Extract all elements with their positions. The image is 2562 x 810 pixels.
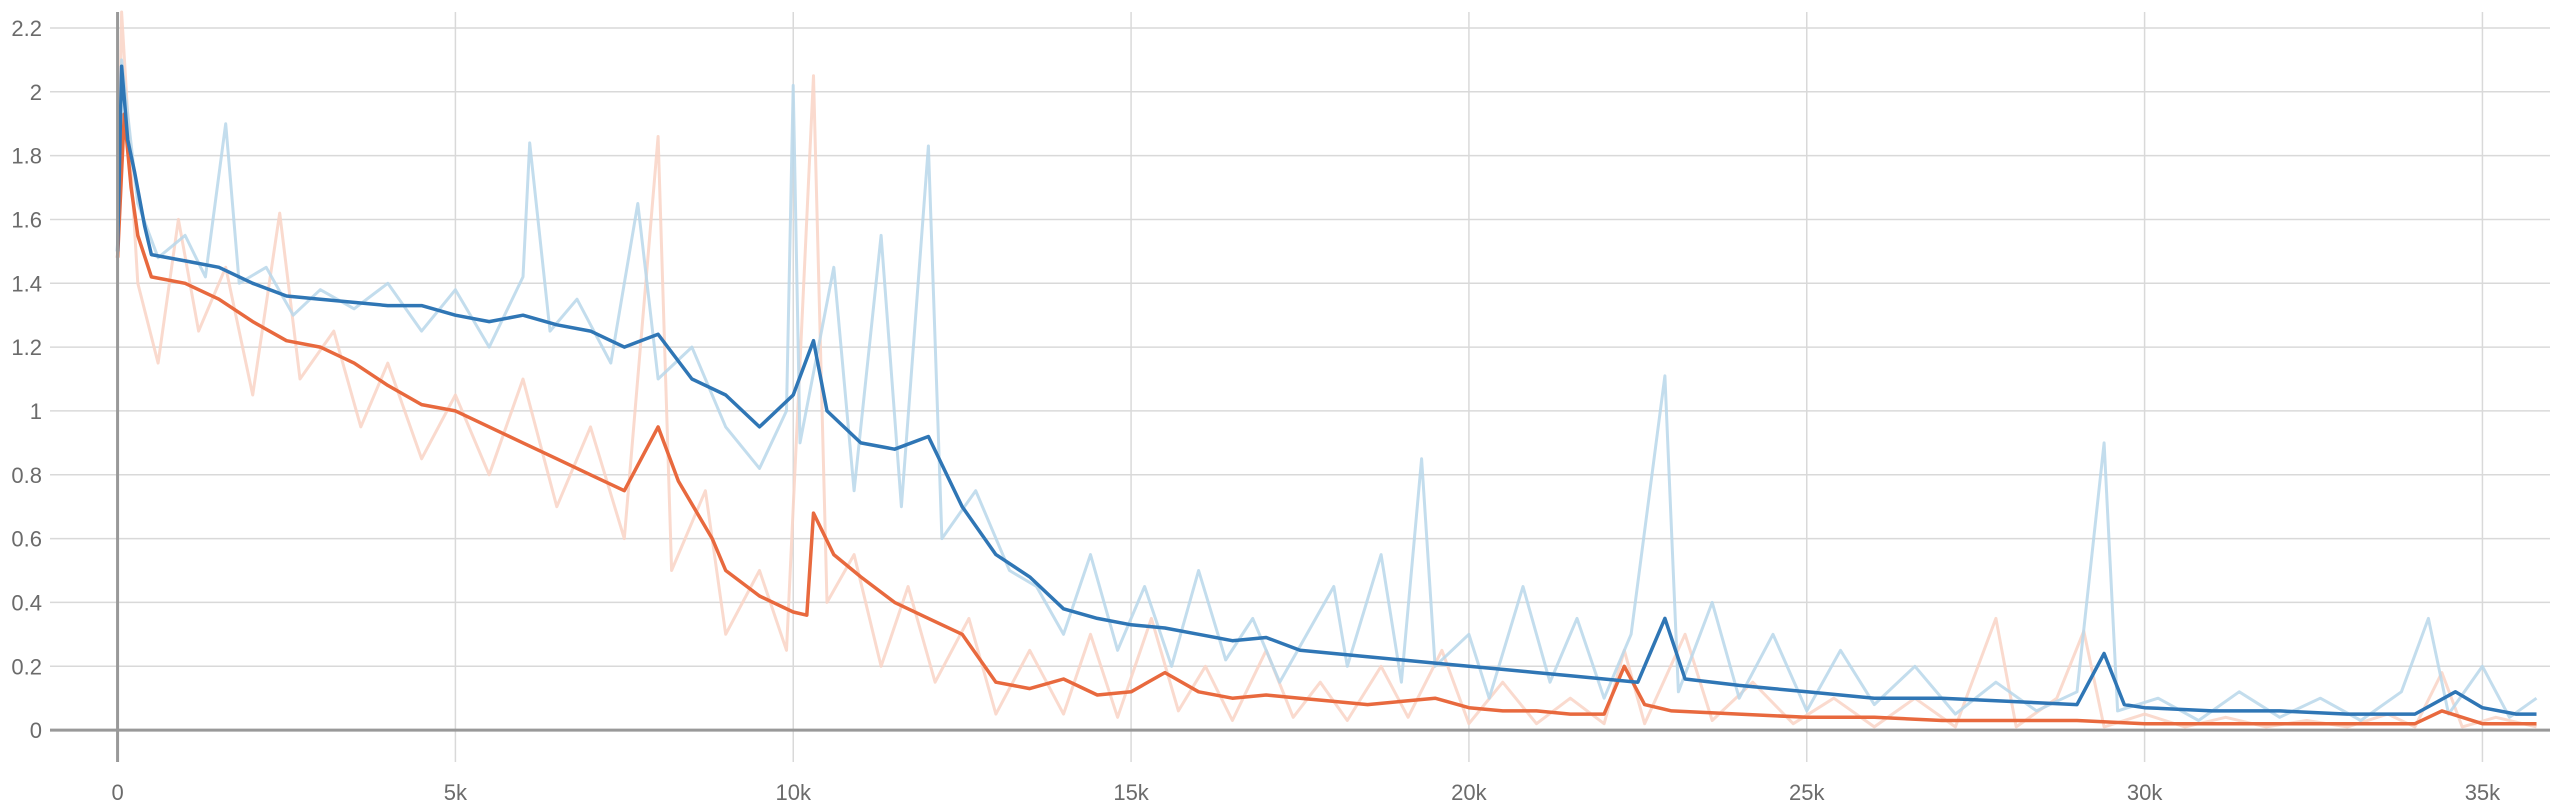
x-tick-label: 0 [111,780,123,805]
y-tick-label: 1.8 [11,144,42,169]
x-tick-label: 10k [776,780,812,805]
y-tick-label: 0.6 [11,527,42,552]
y-tick-label: 1.4 [11,271,42,296]
y-tick-label: 0 [30,718,42,743]
x-tick-label: 30k [2127,780,2163,805]
blue-smoothed-series-line [115,64,2537,716]
blue-raw-series-line [116,58,2538,722]
y-tick-label: 0.2 [11,654,42,679]
y-tick-label: 0.8 [11,463,42,488]
x-tick-label: 25k [1789,780,1825,805]
y-tick-label: 1.2 [11,335,42,360]
orange-smoothed-series-line [115,112,2537,726]
raw-series-layer [116,10,2538,729]
y-tick-label: 1 [30,399,42,424]
orange-raw-series-line [116,10,2537,729]
y-tick-label: 2.2 [11,16,42,41]
grid-layer [50,12,2550,762]
x-tick-label: 35k [2465,780,2501,805]
tick-label-layer: 0 0.2 0.4 0.6 0.8 1 1.2 1.4 1.6 1.8 2 2.2 0 5k 10k 15k 2… [11,16,2501,805]
smoothed-series-layer [115,64,2537,726]
y-tick-label: 1.6 [11,207,42,232]
axis-layer [50,12,2550,762]
y-tick-label: 2 [30,80,42,105]
x-tick-label: 15k [1113,780,1149,805]
x-tick-label: 5k [444,780,468,805]
x-tick-label: 20k [1451,780,1487,805]
y-tick-label: 0.4 [11,590,42,615]
